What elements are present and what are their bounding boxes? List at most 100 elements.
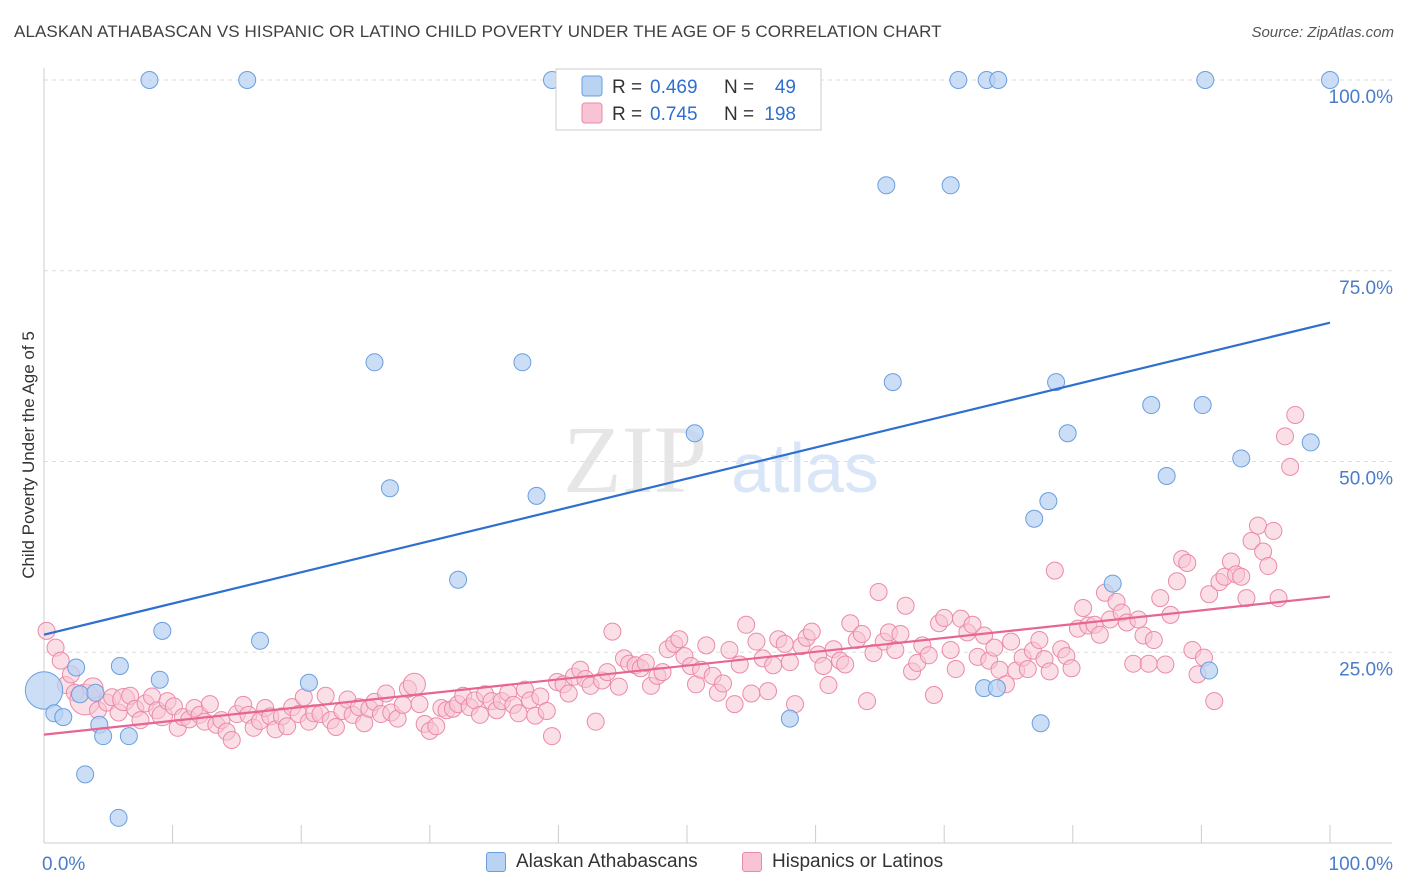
hispanic-point-153: [891, 624, 910, 643]
x-tick-label-1: 100.0%: [1329, 854, 1394, 875]
legend-item-hispanics: Hispanics or Latinos: [742, 851, 943, 873]
hispanic-point-200: [1151, 589, 1170, 608]
stats-n-label-blue: N =: [724, 77, 754, 98]
hispanic-point-176: [1018, 660, 1037, 679]
athabascan-points: [24, 71, 1339, 827]
hispanic-point-181: [1045, 561, 1064, 580]
athabascan-point-31: [987, 679, 1006, 698]
hispanic-point-215: [1232, 567, 1251, 586]
hispanic-point-189: [1090, 625, 1109, 644]
hispanic-point-223: [1275, 427, 1294, 446]
hispanic-point-66: [410, 695, 429, 714]
hispanic-point-225: [1286, 405, 1305, 424]
hispanic-point-147: [858, 692, 877, 711]
stats-legend-swatch-pink: [581, 102, 603, 124]
stats-n-label-pink: N =: [724, 104, 754, 125]
stats-legend-swatch-blue: [581, 75, 603, 97]
legend-swatch-blue: [486, 852, 506, 872]
hispanic-point-152: [886, 640, 905, 659]
athabascan-point-41: [1157, 466, 1176, 485]
watermark: ZIP atlas: [563, 406, 879, 513]
x-tick-label-0: 0.0%: [42, 854, 85, 875]
hispanic-trend-line: [43, 595, 1331, 736]
watermark-zip: ZIP: [563, 406, 707, 513]
hispanic-point-196: [1129, 610, 1148, 629]
hispanic-point-69: [427, 717, 446, 736]
hispanic-point-102: [609, 677, 628, 696]
hispanic-point-63: [393, 695, 412, 714]
athabascan-point-27: [883, 373, 902, 392]
athabascan-point-16: [251, 631, 270, 650]
hispanic-point-101: [603, 622, 622, 641]
hispanic-point-186: [1074, 598, 1093, 617]
hispanic-point-77: [470, 705, 489, 724]
stats-r-value-blue: 0.469: [650, 77, 698, 98]
hispanic-point-199: [1144, 631, 1163, 650]
hispanic-points: [37, 405, 1305, 749]
athabascan-point-8: [94, 727, 113, 746]
hispanic-point-210: [1205, 692, 1224, 711]
hispanic-point-173: [1002, 632, 1021, 651]
athabascan-point-4: [71, 685, 90, 704]
athabascan-point-17: [299, 673, 318, 692]
athabascan-point-37: [1047, 373, 1066, 392]
hispanic-point-140: [819, 676, 838, 695]
hispanic-point-163: [946, 660, 965, 679]
hispanic-point-180: [1040, 662, 1059, 681]
athabascan-point-39: [1103, 574, 1122, 593]
stats-legend: R = 0.469 N = 49 R = 0.745 N = 198: [555, 68, 822, 131]
gridlines: [44, 79, 1392, 653]
hispanic-point-149: [869, 582, 888, 601]
hispanic-point-154: [896, 596, 915, 615]
hispanic-point-218: [1248, 516, 1267, 535]
hispanic-point-224: [1281, 457, 1300, 476]
athabascan-point-47: [1321, 71, 1339, 89]
athabascan-point-12: [140, 71, 159, 89]
athabascan-point-0: [24, 671, 64, 710]
hispanic-point-146: [852, 624, 871, 643]
hispanic-point-132: [775, 634, 794, 653]
hispanic-point-209: [1200, 585, 1219, 604]
athabascan-point-45: [1232, 449, 1251, 468]
hispanic-point-205: [1178, 553, 1197, 572]
hispanic-point-170: [985, 638, 1004, 657]
hispanic-point-137: [802, 622, 821, 641]
hispanic-point-28: [200, 695, 219, 714]
athabascan-point-40: [1142, 396, 1161, 415]
hispanic-point-0: [37, 621, 56, 640]
athabascan-point-29: [949, 71, 968, 89]
y-tick-label-3: 100.0%: [1329, 87, 1394, 108]
hispanic-point-65: [402, 672, 426, 696]
athabascan-point-38: [1058, 424, 1077, 443]
stats-n-value-pink: 198: [764, 104, 796, 125]
bottom-legend: Alaskan Athabascans Hispanics or Latinos: [0, 851, 1406, 879]
hispanic-point-110: [653, 663, 672, 682]
axes: [43, 68, 1392, 844]
hispanic-point-127: [747, 632, 766, 651]
hispanic-point-222: [1269, 589, 1288, 608]
y-tick-label-0: 25.0%: [1339, 659, 1393, 680]
hispanic-point-93: [559, 684, 578, 703]
athabascan-point-21: [513, 353, 532, 372]
hispanic-point-89: [537, 702, 556, 721]
athabascan-point-20: [449, 570, 468, 589]
hispanic-point-144: [841, 614, 860, 633]
athabascan-point-26: [877, 176, 896, 195]
stats-n-value-blue: 49: [775, 77, 796, 98]
hispanic-point-143: [836, 655, 855, 674]
athabascan-point-25: [780, 709, 799, 728]
athabascan-point-9: [109, 808, 128, 827]
athabascan-point-33: [989, 71, 1008, 89]
hispanic-point-126: [742, 684, 761, 703]
hispanic-point-32: [222, 730, 241, 749]
hispanic-point-158: [919, 646, 938, 665]
athabascan-point-3: [67, 658, 86, 677]
athabascan-point-13: [150, 670, 169, 689]
hispanic-point-161: [935, 608, 954, 627]
hispanic-point-129: [759, 682, 778, 701]
athabascan-point-18: [365, 353, 384, 372]
athabascan-point-28: [941, 176, 960, 195]
hispanic-point-198: [1139, 654, 1158, 673]
hispanic-point-139: [814, 656, 833, 675]
